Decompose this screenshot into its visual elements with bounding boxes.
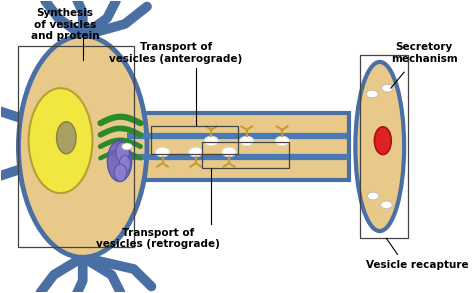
Circle shape xyxy=(382,84,393,92)
Circle shape xyxy=(189,147,203,157)
Circle shape xyxy=(204,136,219,146)
Text: Transport of
vesicles (anterograde): Transport of vesicles (anterograde) xyxy=(109,42,242,64)
Ellipse shape xyxy=(374,127,391,154)
Text: Vesicle recapture: Vesicle recapture xyxy=(366,260,469,270)
Text: Secretory
mechanism: Secretory mechanism xyxy=(391,42,457,64)
Ellipse shape xyxy=(18,36,147,257)
Ellipse shape xyxy=(107,141,132,181)
Circle shape xyxy=(367,192,379,200)
Circle shape xyxy=(222,147,236,157)
Bar xyxy=(151,126,238,154)
Bar xyxy=(18,46,134,247)
Ellipse shape xyxy=(56,122,76,154)
Bar xyxy=(360,54,408,239)
Circle shape xyxy=(155,147,170,157)
Circle shape xyxy=(366,90,378,98)
Circle shape xyxy=(240,136,254,146)
Text: Synthesis
of vesicles
and protein: Synthesis of vesicles and protein xyxy=(31,8,99,41)
Ellipse shape xyxy=(356,62,404,231)
Circle shape xyxy=(122,143,132,150)
Ellipse shape xyxy=(28,88,92,193)
Bar xyxy=(127,113,349,180)
Ellipse shape xyxy=(114,164,127,181)
Circle shape xyxy=(275,136,289,146)
Bar xyxy=(202,142,289,168)
Text: Transport of
vesicles (retrograde): Transport of vesicles (retrograde) xyxy=(96,228,220,249)
Ellipse shape xyxy=(119,155,130,173)
Ellipse shape xyxy=(116,142,129,163)
Circle shape xyxy=(381,201,392,209)
